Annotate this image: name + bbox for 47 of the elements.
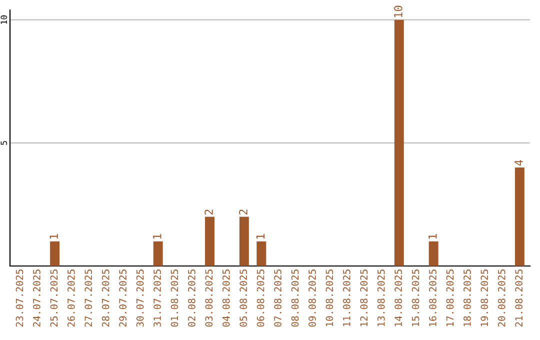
x-tick-label: 17.08.2025 — [446, 270, 454, 326]
x-tick-label: 12.08.2025 — [360, 270, 368, 326]
x-tick-label: 03.08.2025 — [205, 270, 213, 327]
x-tick-label: 31.07.2025 — [154, 270, 161, 327]
x-tick-label: 27.07.2025 — [84, 270, 92, 327]
x-tick-label: 19.08.2025 — [480, 270, 488, 326]
x-tick-label: 05.08.2025 — [240, 270, 248, 327]
x-tick-label: 02.08.2025 — [188, 270, 196, 327]
data-label: 1 — [153, 234, 162, 239]
x-tick-label: 28.07.2025 — [102, 270, 110, 327]
x-tick-label: 13.08.2025 — [377, 270, 385, 326]
x-tick-label: 25.07.2025 — [50, 270, 58, 327]
data-label: 1 — [256, 234, 264, 239]
x-tick-label: 08.08.2025 — [291, 270, 299, 327]
bar — [428, 241, 438, 266]
x-tick-label: 18.08.2025 — [464, 270, 471, 326]
x-tick-label: 14.08.2025 — [394, 270, 402, 326]
y-tick-label: 5 — [0, 141, 7, 145]
x-tick-label: 29.07.2025 — [119, 270, 126, 327]
x-tick-label: 10.08.2025 — [326, 270, 334, 326]
x-tick-label: 11.08.2025 — [342, 270, 350, 326]
x-tick-label: 16.08.2025 — [429, 270, 436, 326]
data-label: 2 — [204, 210, 213, 215]
bar — [514, 168, 524, 266]
x-tick-label: 20.08.2025 — [498, 270, 506, 327]
data-label: 4 — [514, 160, 523, 166]
data-label: 1 — [428, 234, 437, 239]
x-tick-label: 09.08.2025 — [308, 270, 316, 327]
bar — [239, 216, 249, 266]
bar — [50, 241, 60, 266]
x-tick-label: 30.07.2025 — [136, 270, 144, 327]
bar — [153, 241, 163, 266]
x-tick-label: 04.08.2025 — [222, 270, 230, 327]
x-tick-label: 06.08.2025 — [256, 270, 264, 327]
x-tick-label: 21.08.2025 — [515, 270, 523, 327]
data-label: 10 — [394, 6, 402, 18]
bar — [256, 241, 266, 266]
x-tick-label: 23.07.2025 — [16, 270, 24, 327]
x-tick-label: 26.07.2025 — [67, 270, 75, 327]
x-tick-label: 07.08.2025 — [274, 270, 282, 327]
x-tick-label: 15.08.2025 — [412, 270, 420, 326]
x-tick-label: 01.08.2025 — [170, 270, 178, 327]
bar — [394, 20, 404, 266]
data-label: 2 — [239, 210, 248, 215]
data-label: 1 — [50, 234, 58, 239]
bar — [205, 216, 214, 266]
x-tick-label: 24.07.2025 — [33, 270, 40, 327]
